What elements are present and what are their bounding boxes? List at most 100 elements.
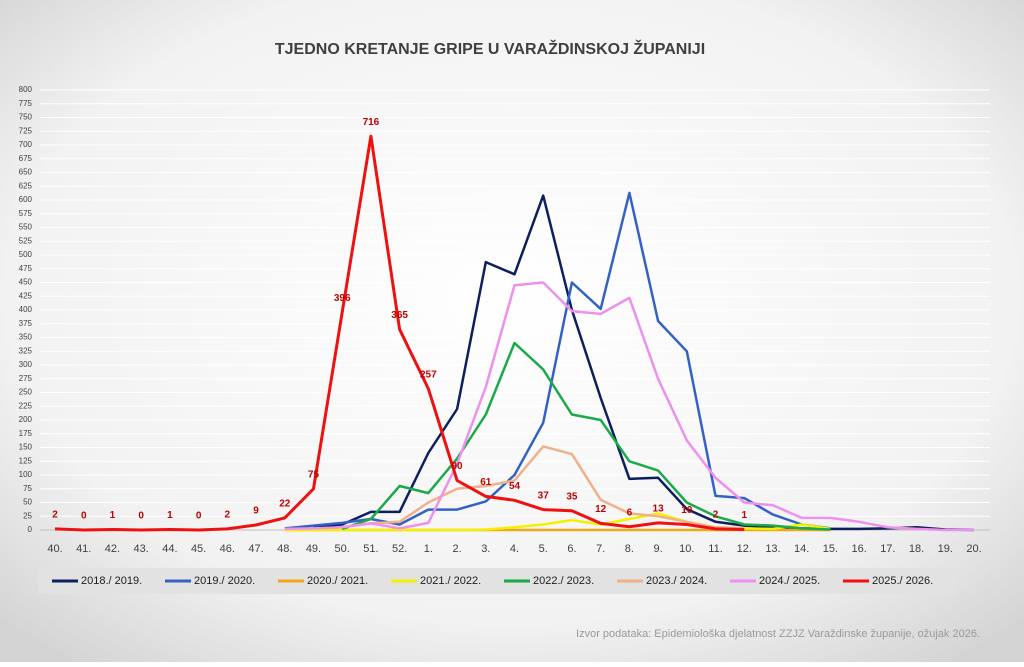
data-label: 90 bbox=[452, 461, 464, 472]
y-tick-label: 175 bbox=[19, 429, 33, 438]
y-tick-label: 725 bbox=[19, 126, 33, 135]
data-label: 2 bbox=[225, 510, 231, 521]
y-tick-label: 150 bbox=[19, 443, 33, 452]
x-tick-label: 7. bbox=[596, 543, 605, 555]
x-tick-label: 3. bbox=[481, 543, 490, 555]
y-tick-label: 425 bbox=[19, 291, 33, 300]
y-tick-label: 450 bbox=[19, 278, 33, 287]
y-tick-label: 350 bbox=[19, 333, 33, 342]
legend-label: 2018./ 2019. bbox=[81, 575, 142, 587]
x-tick-label: 44. bbox=[162, 543, 177, 555]
data-label: 1 bbox=[110, 510, 116, 521]
y-tick-label: 75 bbox=[23, 484, 32, 493]
legend-label: 2023./ 2024. bbox=[646, 575, 707, 587]
y-tick-label: 700 bbox=[19, 140, 33, 149]
x-tick-label: 48. bbox=[277, 543, 292, 555]
data-label: 12 bbox=[595, 504, 607, 515]
y-tick-label: 675 bbox=[19, 154, 33, 163]
data-label: 0 bbox=[138, 511, 144, 522]
x-tick-label: 46. bbox=[220, 543, 235, 555]
y-tick-label: 125 bbox=[19, 456, 33, 465]
x-tick-label: 41. bbox=[76, 543, 91, 555]
legend-label: 2019./ 2020. bbox=[194, 575, 255, 587]
x-tick-label: 11. bbox=[708, 543, 722, 555]
x-tick-label: 13. bbox=[765, 543, 780, 555]
x-tick-label: 12. bbox=[737, 543, 752, 555]
x-tick-label: 6. bbox=[567, 543, 576, 555]
x-tick-label: 40. bbox=[47, 543, 62, 555]
y-tick-label: 575 bbox=[19, 209, 33, 218]
y-tick-label: 25 bbox=[23, 511, 32, 520]
data-label: 0 bbox=[81, 511, 87, 522]
legend-label: 2024./ 2025. bbox=[759, 575, 820, 587]
x-tick-label: 17. bbox=[880, 543, 895, 555]
x-tick-label: 50. bbox=[335, 543, 350, 555]
data-label: 75 bbox=[308, 469, 320, 480]
x-tick-label: 20. bbox=[966, 543, 981, 555]
data-label: 1 bbox=[167, 510, 173, 521]
x-tick-label: 10. bbox=[679, 543, 694, 555]
x-tick-label: 49. bbox=[306, 543, 321, 555]
data-label: 22 bbox=[279, 499, 291, 510]
data-label: 2 bbox=[713, 510, 719, 521]
y-tick-label: 275 bbox=[19, 374, 33, 383]
data-label: 61 bbox=[480, 477, 492, 488]
chart-title: TJEDNO KRETANJE GRIPE U VARAŽDINSKOJ ŽUP… bbox=[275, 39, 705, 58]
data-label: 716 bbox=[363, 117, 380, 128]
x-tick-label: 45. bbox=[191, 543, 206, 555]
series-line bbox=[54, 134, 745, 532]
x-tick-label: 42. bbox=[105, 543, 120, 555]
data-label: 13 bbox=[653, 503, 665, 514]
series-line bbox=[342, 445, 745, 530]
x-tick-label: 5. bbox=[539, 543, 548, 555]
y-tick-label: 50 bbox=[23, 498, 32, 507]
y-tick-label: 525 bbox=[19, 236, 33, 245]
x-tick-label: 47. bbox=[248, 543, 263, 555]
series-line bbox=[341, 341, 831, 531]
x-tick-label: 4. bbox=[510, 543, 519, 555]
data-label: 54 bbox=[509, 481, 521, 492]
x-tick-label: 1. bbox=[424, 543, 433, 555]
y-tick-label: 550 bbox=[19, 223, 33, 232]
y-tick-label: 400 bbox=[19, 305, 33, 314]
y-tick-label: 325 bbox=[19, 346, 33, 355]
x-tick-label: 14. bbox=[794, 543, 809, 555]
legend-label: 2020./ 2021. bbox=[307, 575, 368, 587]
y-tick-label: 475 bbox=[19, 264, 33, 273]
series-line bbox=[313, 194, 975, 532]
y-tick-label: 225 bbox=[19, 401, 33, 410]
data-label: 257 bbox=[420, 369, 437, 380]
x-tick-label: 52. bbox=[392, 543, 407, 555]
data-label: 9 bbox=[253, 506, 259, 517]
x-tick-label: 43. bbox=[134, 543, 149, 555]
legend-label: 2021./ 2022. bbox=[420, 575, 481, 587]
y-tick-label: 750 bbox=[19, 113, 33, 122]
x-tick-label: 51. bbox=[363, 543, 378, 555]
data-label: 37 bbox=[538, 490, 550, 501]
data-label: 35 bbox=[566, 491, 578, 502]
x-tick-label: 9. bbox=[654, 543, 663, 555]
x-tick-label: 19. bbox=[938, 543, 953, 555]
x-tick-label: 16. bbox=[851, 543, 866, 555]
y-tick-label: 775 bbox=[19, 99, 33, 108]
x-tick-label: 8. bbox=[625, 543, 634, 555]
y-tick-label: 375 bbox=[19, 319, 33, 328]
y-tick-label: 100 bbox=[19, 470, 33, 479]
x-tick-label: 2. bbox=[452, 543, 461, 555]
data-label: 2 bbox=[52, 510, 58, 521]
y-tick-label: 300 bbox=[19, 360, 33, 369]
y-tick-label: 250 bbox=[19, 388, 33, 397]
y-tick-label: 625 bbox=[19, 181, 33, 190]
y-tick-label: 500 bbox=[19, 250, 33, 259]
y-tick-label: 650 bbox=[19, 168, 33, 177]
data-label: 6 bbox=[627, 507, 633, 518]
data-label: 10 bbox=[681, 505, 693, 516]
y-tick-label: 200 bbox=[19, 415, 33, 424]
y-tick-label: 0 bbox=[28, 525, 33, 534]
y-tick-label: 600 bbox=[19, 195, 33, 204]
source-note: Izvor podataka: Epidemiološka djelatnost… bbox=[576, 628, 980, 640]
x-tick-label: 15. bbox=[823, 543, 838, 555]
data-label: 0 bbox=[196, 511, 202, 522]
